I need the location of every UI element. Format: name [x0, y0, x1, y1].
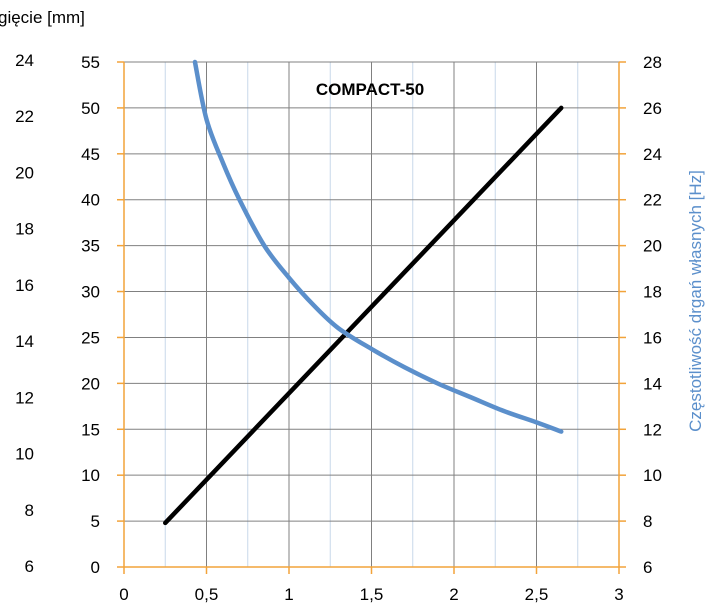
- right-tick-label: 12: [643, 420, 662, 439]
- outer-left-tick-label: 22: [15, 107, 34, 126]
- right-tick-label: 10: [643, 466, 662, 485]
- right-tick-label: 18: [643, 283, 662, 302]
- outer-left-tick-label: 16: [15, 276, 34, 295]
- left-tick-label: 45: [81, 145, 100, 164]
- left-tick-label: 30: [81, 283, 100, 302]
- x-tick-label: 3: [614, 585, 623, 604]
- left-tick-label: 40: [81, 191, 100, 210]
- right-tick-label: 22: [643, 191, 662, 210]
- outer-left-tick-label: 14: [15, 332, 34, 351]
- left-tick-label: 5: [91, 512, 100, 531]
- x-tick-label: 0: [119, 585, 128, 604]
- left-tick-label: 10: [81, 466, 100, 485]
- left-tick-label: 0: [91, 558, 100, 577]
- left-tick-label: 15: [81, 420, 100, 439]
- right-tick-label: 14: [643, 374, 662, 393]
- left-tick-label: 20: [81, 374, 100, 393]
- right-tick-label: 24: [643, 145, 662, 164]
- x-tick-label: 2: [449, 585, 458, 604]
- deflection-line: [163, 105, 564, 526]
- x-tick-label: 2,5: [525, 585, 549, 604]
- outer-left-tick-label: 20: [15, 163, 34, 182]
- right-tick-label: 16: [643, 328, 662, 347]
- left-tick-label: 35: [81, 237, 100, 256]
- series-group: [163, 59, 564, 526]
- left-tick-label: 55: [81, 53, 100, 72]
- tick-labels: 0510152025303540455055681012141618202224…: [15, 51, 662, 604]
- outer-left-tick-label: 8: [25, 501, 34, 520]
- right-tick-label: 20: [643, 237, 662, 256]
- chart-title: COMPACT-50: [316, 80, 424, 99]
- x-tick-label: 1,5: [360, 585, 384, 604]
- outer-left-tick-label: 10: [15, 445, 34, 464]
- right-tick-label: 8: [643, 512, 652, 531]
- outer-left-tick-label: 12: [15, 388, 34, 407]
- right-axis-label: Częstotliwość drgań własnych [Hz]: [686, 170, 705, 432]
- right-tick-label: 6: [643, 558, 652, 577]
- left-axis-label: gięcie [mm]: [0, 8, 85, 27]
- right-tick-label: 28: [643, 53, 662, 72]
- right-tick-label: 26: [643, 99, 662, 118]
- left-tick-label: 25: [81, 328, 100, 347]
- frequency-curve: [192, 59, 564, 434]
- x-tick-label: 0,5: [195, 585, 219, 604]
- axes: [117, 61, 626, 574]
- outer-left-tick-label: 24: [15, 51, 34, 70]
- outer-left-tick-label: 6: [25, 557, 34, 576]
- left-tick-label: 50: [81, 99, 100, 118]
- outer-left-tick-label: 18: [15, 220, 34, 239]
- x-tick-label: 1: [284, 585, 293, 604]
- minor-grid: [164, 62, 579, 567]
